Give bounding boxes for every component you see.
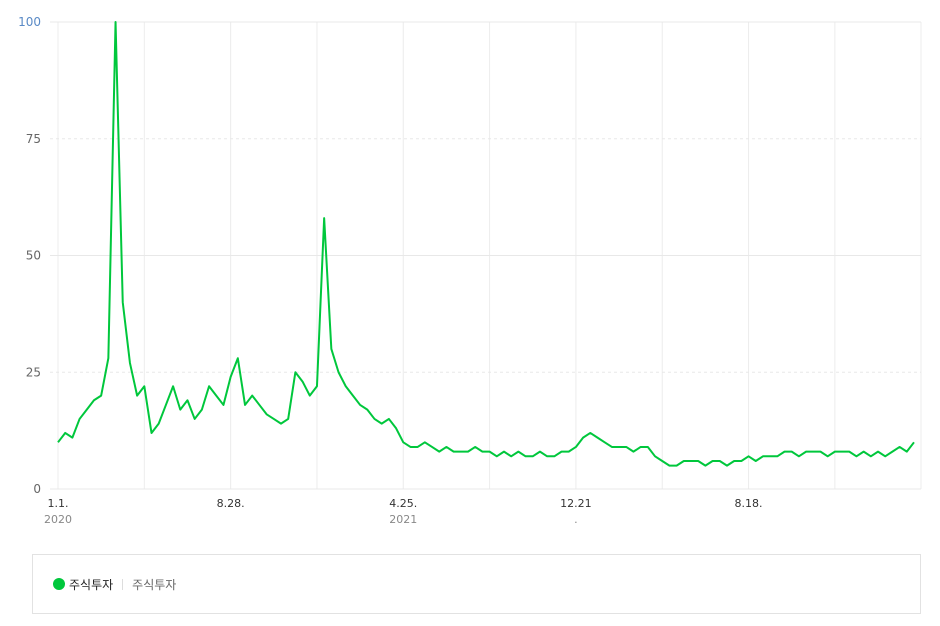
divider xyxy=(122,578,124,590)
y-axis: 0 25 50 75 100 xyxy=(18,15,41,496)
trend-chart: 0 25 50 75 100 1.1. 2020 8.28. 4.25. 2021 12.21. 8… xyxy=(18,15,922,526)
legend-keywords: 주식투자 xyxy=(132,577,177,592)
legend-series-name[interactable]: 주식투자 xyxy=(69,577,114,592)
x-tick-label: 4.25. xyxy=(389,497,417,510)
y-tick-label: 25 xyxy=(26,365,41,379)
y-tick-label: 75 xyxy=(26,132,41,146)
x-tick-label: 12.21 xyxy=(560,497,592,510)
y-tick-label: 0 xyxy=(33,482,41,496)
series-line xyxy=(57,21,915,467)
legend: 주식투자 주식투자 xyxy=(32,554,921,614)
x-tick-year: 2020 xyxy=(44,513,72,526)
x-axis: 1.1. 2020 8.28. 4.25. 2021 12.21. 8.18. xyxy=(44,497,763,526)
series-lines xyxy=(57,21,915,467)
x-tick-label: 8.28. xyxy=(217,497,245,510)
y-tick-label: 100 xyxy=(18,15,41,29)
x-tick-year: . xyxy=(574,513,578,526)
x-tick-year: 2021 xyxy=(389,513,417,526)
y-tick-label: 50 xyxy=(26,249,41,263)
x-tick-label: 8.18. xyxy=(735,497,763,510)
legend-color-dot xyxy=(53,578,65,590)
grid xyxy=(50,21,922,490)
x-tick-label: 1.1. xyxy=(48,497,69,510)
